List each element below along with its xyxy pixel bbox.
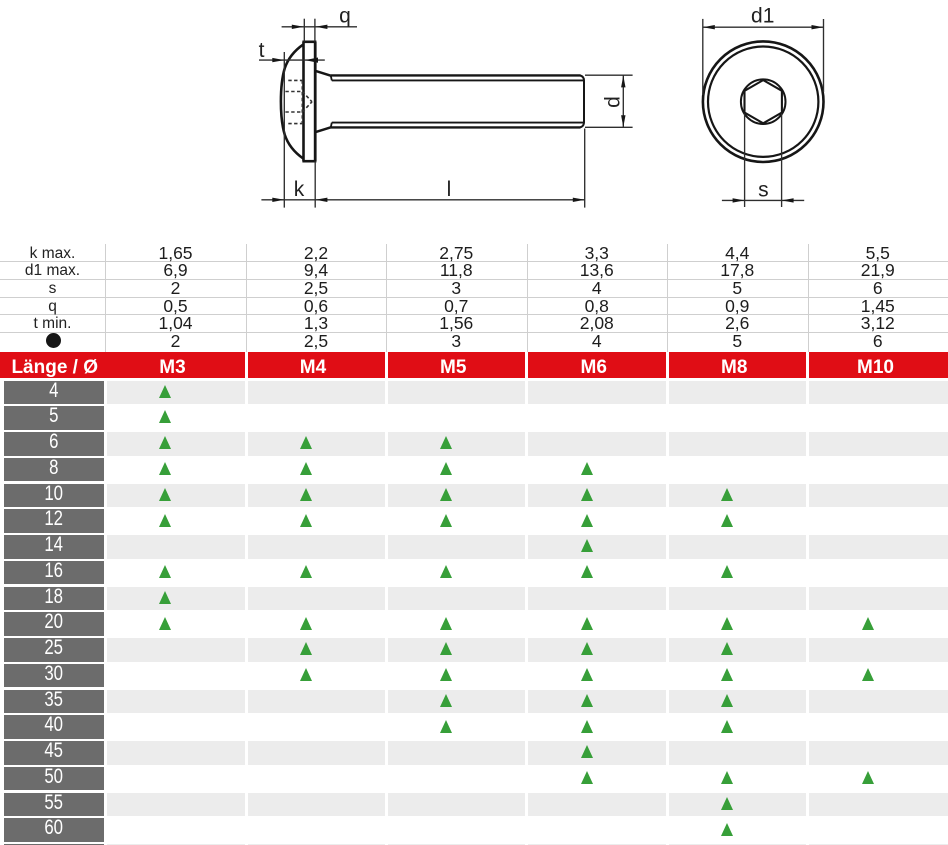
svg-text:q: q bbox=[339, 5, 351, 28]
svg-text:s: s bbox=[758, 179, 769, 202]
svg-text:d: d bbox=[601, 96, 624, 108]
svg-text:t: t bbox=[259, 39, 265, 62]
svg-text:l: l bbox=[447, 178, 452, 201]
svg-text:d1: d1 bbox=[751, 5, 774, 28]
svg-text:k: k bbox=[294, 178, 305, 201]
